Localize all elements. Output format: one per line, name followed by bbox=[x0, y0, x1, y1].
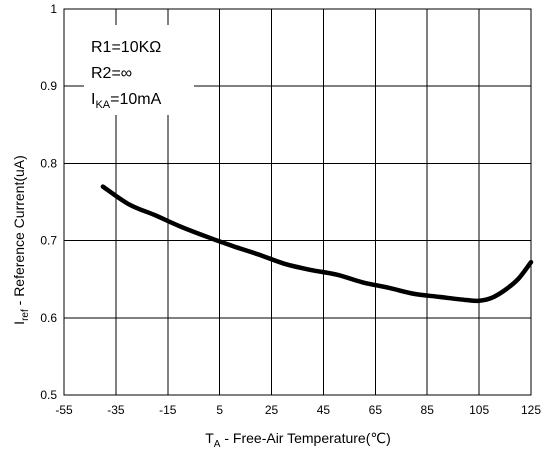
x-tick-label: 5 bbox=[216, 403, 223, 417]
x-tick-label: -55 bbox=[55, 403, 73, 417]
y-tick-label: 0.8 bbox=[40, 156, 57, 170]
y-tick-label: 0.7 bbox=[40, 234, 57, 248]
annotation-box bbox=[84, 25, 194, 115]
annotation-ika-sub: KA bbox=[95, 99, 110, 111]
y-tick-label: 1 bbox=[50, 2, 57, 16]
y-tick-label: 0.5 bbox=[40, 388, 57, 402]
x-tick-labels: -55 -35 -15 5 25 45 65 85 105 125 bbox=[55, 403, 541, 417]
x-tick-label: -35 bbox=[107, 403, 125, 417]
x-axis-label-rest: - Free-Air Temperature(℃) bbox=[220, 430, 390, 446]
x-axis-label-sub: A bbox=[214, 439, 221, 450]
y-tick-label: 0.6 bbox=[40, 311, 57, 325]
x-tick-label: 125 bbox=[521, 403, 541, 417]
y-axis-label-rest: - Reference Current(uA) bbox=[11, 155, 27, 309]
x-axis-label: TA - Free-Air Temperature(℃) bbox=[205, 430, 391, 450]
x-tick-label: 105 bbox=[469, 403, 489, 417]
x-tick-label: 25 bbox=[265, 403, 279, 417]
x-tick-label: 85 bbox=[421, 403, 435, 417]
plot-frame bbox=[63, 8, 532, 396]
x-tick-label: -15 bbox=[159, 403, 177, 417]
y-axis-label-sub: ref bbox=[20, 309, 31, 321]
y-axis-label: Iref - Reference Current(uA) bbox=[11, 155, 31, 325]
annotation-r1: R1=10KΩ bbox=[91, 39, 161, 56]
x-tick-label: 65 bbox=[369, 403, 383, 417]
y-tick-labels: 0.5 0.6 0.7 0.8 0.9 1 bbox=[40, 2, 57, 402]
annotation-ika: IKA=10mA bbox=[91, 91, 162, 111]
series-line-iref bbox=[100, 184, 534, 304]
annotation-r2: R2=∞ bbox=[91, 65, 132, 82]
annotation-ika-rest: =10mA bbox=[110, 91, 161, 108]
annotation-ika-main: I bbox=[91, 91, 95, 108]
x-axis-label-main: T bbox=[205, 430, 214, 446]
y-axis-label-main: I bbox=[11, 321, 27, 325]
x-tick-label: 45 bbox=[317, 403, 331, 417]
y-tick-label: 0.9 bbox=[40, 79, 57, 93]
